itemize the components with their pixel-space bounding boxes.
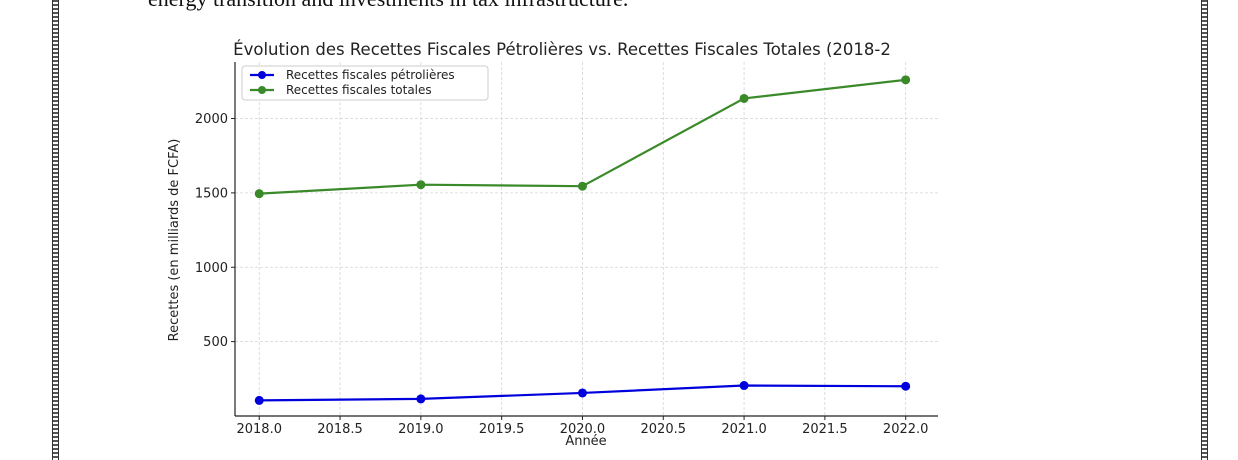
y-tick-label: 1000 [195,261,228,276]
x-tick-label: 2020.0 [560,422,606,437]
y-tick-label: 1500 [195,186,228,201]
x-tick-label: 2021.5 [802,422,848,437]
x-tick-label: 2018.0 [236,422,282,437]
x-tick-label: 2019.5 [479,422,525,437]
x-tick-label: 2019.0 [398,422,444,437]
axes [234,62,938,417]
page-border-right [1201,0,1208,460]
y-tick-label: 2000 [195,112,228,127]
legend-label: Recettes fiscales pétrolières [286,68,455,82]
legend-box [241,65,489,101]
data-point [416,394,426,404]
legend-marker [258,86,266,94]
document-text: energy transition and investments in tax… [148,0,628,12]
y-tick-label: 500 [203,335,228,350]
data-point [739,381,749,391]
data-point [254,395,264,405]
x-tick-label: 2020.5 [641,422,687,437]
y-axis-label: Recettes (en milliards de FCFA) [167,139,182,342]
data-point [901,75,911,85]
x-tick-label: 2018.5 [317,422,363,437]
x-axis-label: Année [565,434,606,449]
x-tick-label: 2021.0 [721,422,767,437]
data-point [577,388,587,398]
page-border-left [52,0,59,460]
data-point [739,93,749,103]
data-point [577,181,587,191]
chart-title: Évolution des Recettes Fiscales Pétroliè… [233,40,891,59]
legend-label: Recettes fiscales totales [286,83,432,97]
series-group [254,75,911,405]
x-tick-label: 2022.0 [883,422,929,437]
grid [235,62,938,416]
data-point [254,189,264,199]
legend-marker [258,71,266,79]
y-ticks: 500 1000 1500 2000 [195,112,235,350]
data-point [901,381,911,391]
data-point [416,180,426,190]
x-ticks: 2018.0 2018.5 2019.0 2019.5 2020.0 2020.5 2021… [236,416,928,437]
